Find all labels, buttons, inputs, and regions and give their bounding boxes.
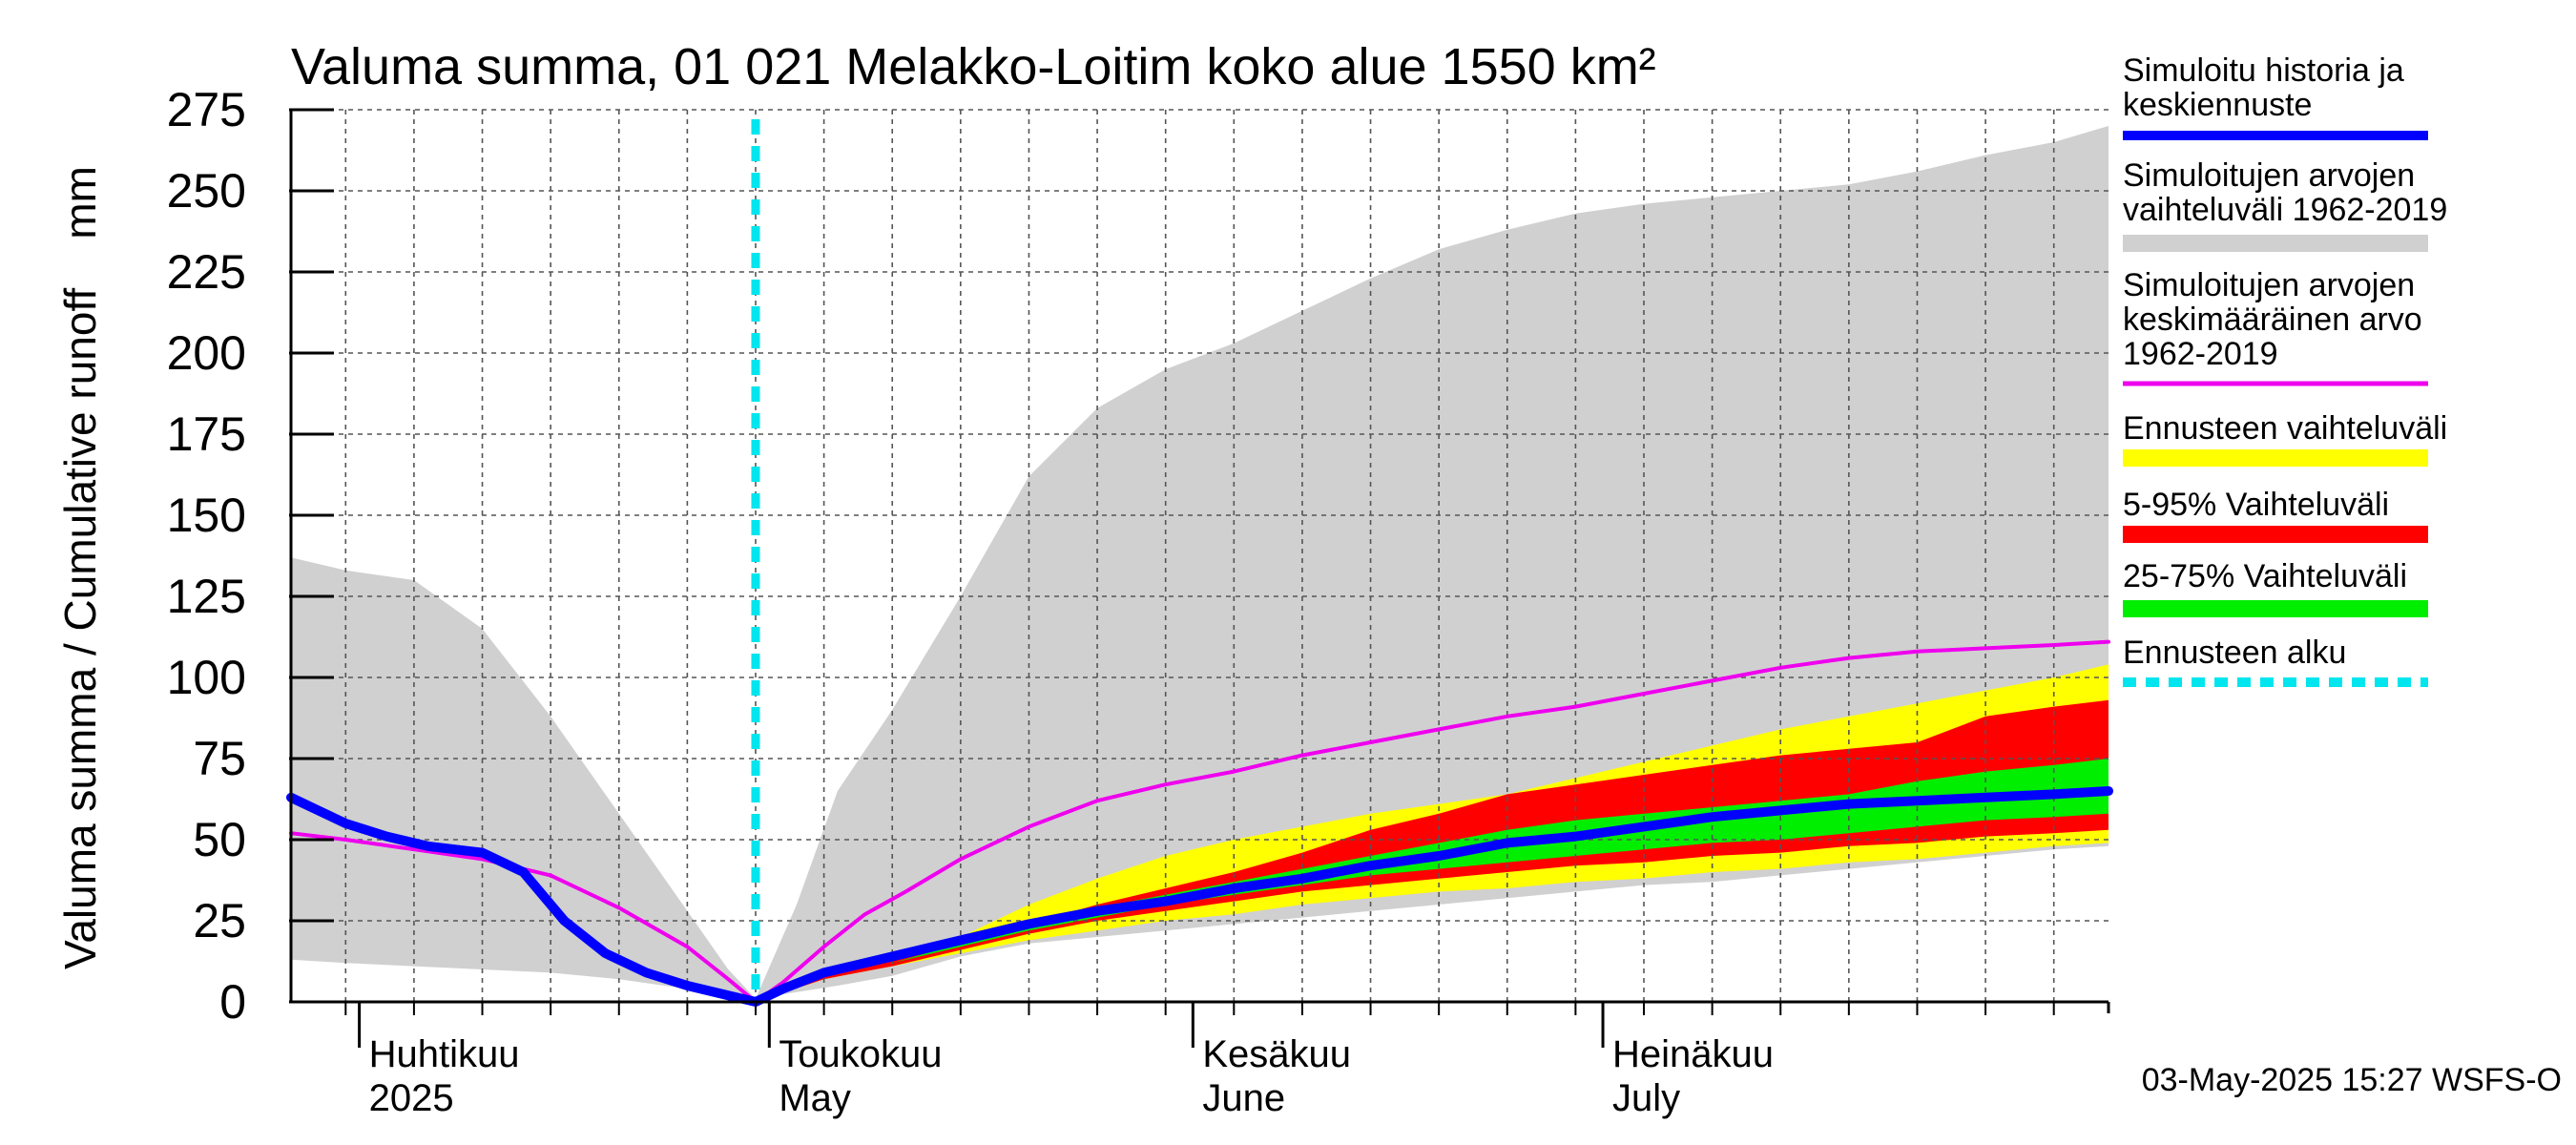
y-tick-label: 125 bbox=[167, 570, 246, 623]
legend-label: keskimääräinen arvo bbox=[2123, 302, 2422, 338]
x-month-label-fi: Huhtikuu bbox=[369, 1033, 520, 1075]
legend-label: Simuloitujen arvojen bbox=[2123, 157, 2415, 194]
y-tick-label: 100 bbox=[167, 651, 246, 704]
timestamp: 03-May-2025 15:27 WSFS-O bbox=[2142, 1062, 2562, 1098]
y-axis-label: Valuma summa / Cumulative runoff mm bbox=[55, 166, 105, 969]
y-tick-label: 0 bbox=[219, 975, 246, 1029]
legend-item: 5-95% Vaihteluväli bbox=[2123, 487, 2428, 543]
chart-title: Valuma summa, 01 021 Melakko-Loitim koko… bbox=[291, 38, 1656, 95]
x-month-label-en: June bbox=[1202, 1077, 1285, 1119]
y-tick-label: 25 bbox=[193, 894, 246, 947]
legend-label: Simuloitu historia ja bbox=[2123, 52, 2404, 89]
legend-swatch bbox=[2123, 526, 2428, 543]
legend-label: keskiennuste bbox=[2123, 87, 2312, 123]
legend-item: Ennusteen alku bbox=[2123, 635, 2428, 687]
x-month-label-en: 2025 bbox=[369, 1077, 454, 1119]
y-tick-label: 150 bbox=[167, 489, 246, 542]
band-p25_75 bbox=[756, 759, 2109, 1002]
legend-label: Ennusteen alku bbox=[2123, 635, 2346, 671]
y-tick-label: 275 bbox=[167, 83, 246, 136]
x-month-label-fi: Heinäkuu bbox=[1612, 1033, 1774, 1075]
y-tick-label: 75 bbox=[193, 732, 246, 785]
legend: Simuloitu historia jakeskiennusteSimuloi… bbox=[2123, 52, 2447, 687]
legend-label: 5-95% Vaihteluväli bbox=[2123, 487, 2389, 523]
legend-label: Simuloitujen arvojen bbox=[2123, 267, 2415, 303]
legend-label: 1962-2019 bbox=[2123, 336, 2278, 372]
x-month-label-fi: Kesäkuu bbox=[1202, 1033, 1351, 1075]
x-month-label-en: July bbox=[1612, 1077, 1680, 1119]
band-layer bbox=[291, 126, 2109, 1002]
legend-label: Ennusteen vaihteluväli bbox=[2123, 410, 2447, 447]
line-hist_mean bbox=[289, 639, 2110, 1004]
legend-label: 25-75% Vaihteluväli bbox=[2123, 558, 2407, 594]
line-simulated_forecast bbox=[286, 786, 2113, 1007]
legend-label: vaihteluväli 1962-2019 bbox=[2123, 192, 2447, 228]
line-layer bbox=[286, 639, 2113, 1007]
x-month-label-fi: Toukokuu bbox=[779, 1033, 942, 1075]
legend-swatch bbox=[2123, 235, 2428, 252]
legend-swatch bbox=[2123, 600, 2428, 617]
y-tick-label: 50 bbox=[193, 813, 246, 866]
grid-layer bbox=[291, 109, 2109, 1002]
legend-swatch bbox=[2123, 449, 2428, 467]
legend-item: 25-75% Vaihteluväli bbox=[2123, 558, 2428, 617]
y-tick-label: 225 bbox=[167, 245, 246, 299]
y-tick-label: 250 bbox=[167, 164, 246, 218]
y-tick-label: 175 bbox=[167, 407, 246, 461]
x-month-label-en: May bbox=[779, 1077, 851, 1119]
legend-item: Ennusteen vaihteluväli bbox=[2123, 410, 2447, 467]
y-tick-label: 200 bbox=[167, 326, 246, 380]
axes-layer: 0 25 50 75 100 125 150 175 200 225 250 275 Huhtikuu2… bbox=[167, 83, 2110, 1119]
